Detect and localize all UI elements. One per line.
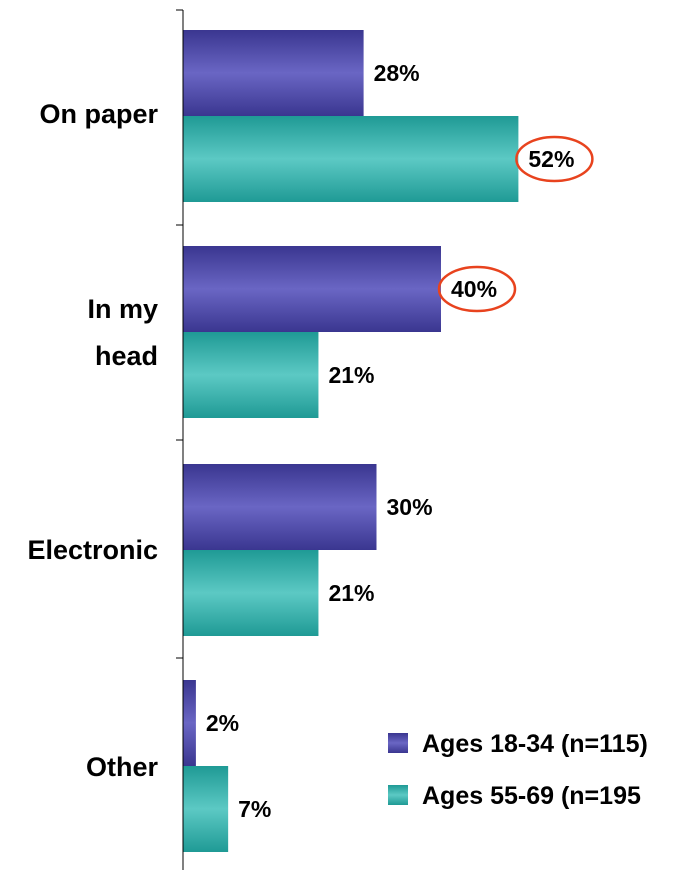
bar bbox=[183, 30, 364, 116]
data-label: 28% bbox=[374, 60, 420, 86]
bar bbox=[183, 766, 229, 852]
category-label: On paper bbox=[39, 99, 158, 129]
category-label: In my head bbox=[87, 294, 158, 371]
category-label: Electronic bbox=[27, 535, 158, 565]
legend-swatch bbox=[388, 733, 408, 753]
bar bbox=[183, 680, 196, 766]
data-label: 7% bbox=[238, 796, 271, 822]
category-axis: On paper In my head Electronic Other bbox=[27, 9, 184, 870]
highlight-circle bbox=[515, 135, 594, 183]
bar bbox=[183, 332, 319, 418]
highlight-circle bbox=[437, 265, 517, 313]
data-label: 2% bbox=[206, 710, 239, 736]
bar bbox=[183, 246, 441, 332]
data-label: 40% bbox=[451, 276, 497, 302]
data-label: 21% bbox=[328, 580, 374, 606]
legend-label: Ages 18-34 (n=115) bbox=[422, 730, 648, 758]
bar bbox=[183, 116, 519, 202]
labels-layer: 28% 40% 30% 2% 52% 21% 21% 7% bbox=[206, 60, 594, 822]
bar bbox=[183, 550, 319, 636]
legend-swatch bbox=[388, 785, 408, 805]
legend-label: Ages 55-69 (n=195 bbox=[422, 782, 641, 810]
bar bbox=[183, 464, 377, 550]
legend: Ages 18-34 (n=115) Ages 55-69 (n=195 bbox=[388, 730, 648, 810]
bars-layer bbox=[183, 30, 519, 852]
data-label: 52% bbox=[528, 146, 574, 172]
category-label: Other bbox=[86, 752, 159, 782]
data-label: 21% bbox=[328, 362, 374, 388]
data-label: 30% bbox=[387, 494, 433, 520]
